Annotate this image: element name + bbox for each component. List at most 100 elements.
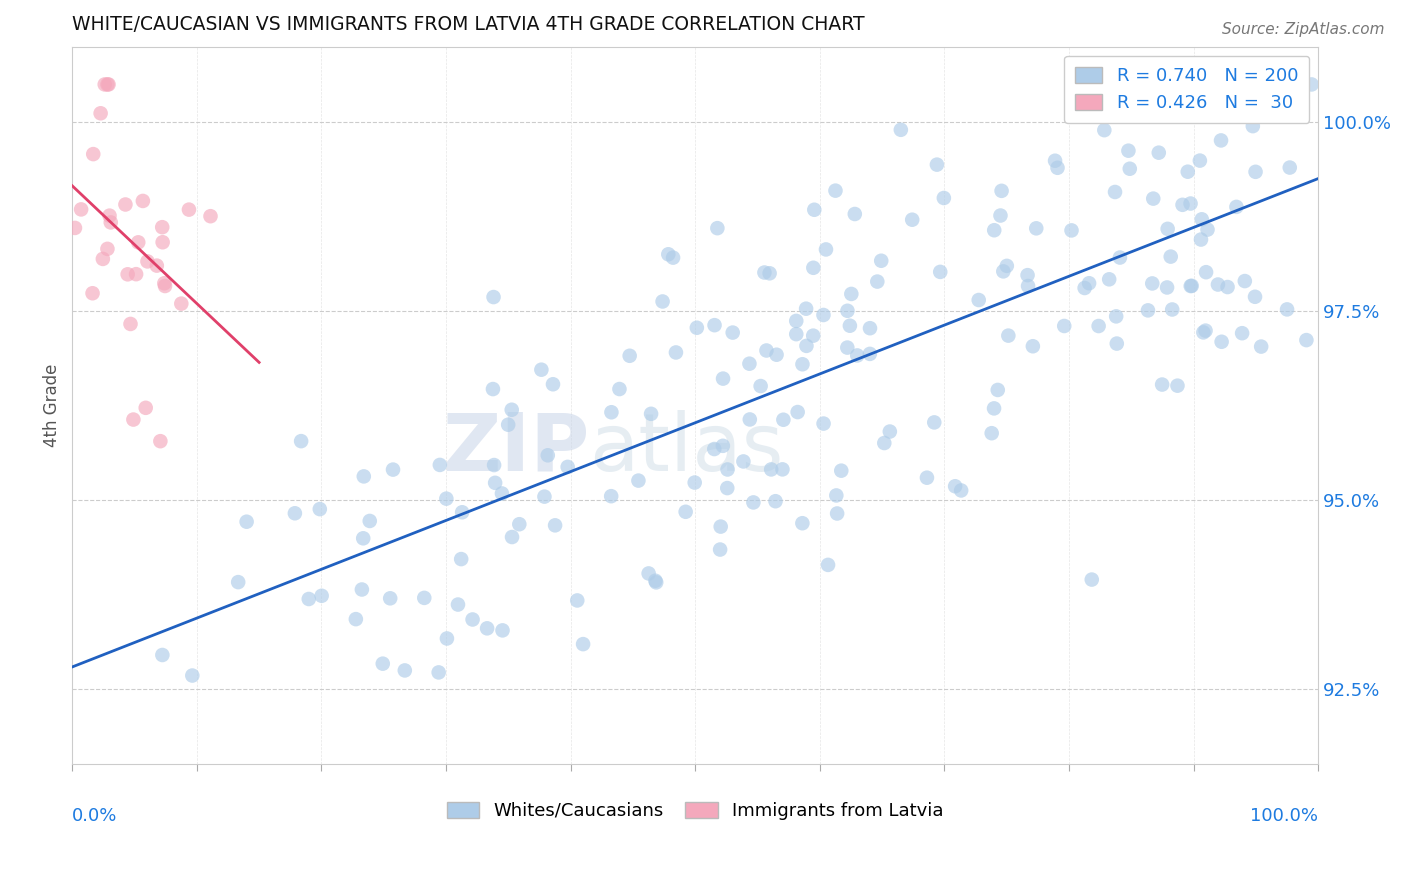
Point (1087, 318, 1109, 333)
Point (1206, 277, 1229, 292)
Point (929, 265, 952, 279)
Point (785, 314, 807, 328)
Point (814, 243, 837, 257)
Point (967, 293, 990, 307)
Point (153, 277, 176, 291)
Point (1275, 302, 1298, 317)
Point (983, 401, 1005, 416)
Point (82, 286, 104, 301)
Point (1156, 280, 1178, 294)
Point (98, 209, 121, 223)
Point (990, 184, 1012, 198)
Point (711, 439, 734, 453)
Point (153, 279, 176, 293)
Point (181, 668, 204, 682)
Point (136, 254, 159, 268)
Point (1209, 133, 1232, 147)
Point (1247, 93, 1270, 107)
Point (290, 434, 312, 449)
Point (830, 464, 852, 478)
Point (380, 591, 402, 606)
Point (120, 317, 142, 331)
Point (901, 212, 924, 227)
Point (710, 519, 733, 533)
Point (846, 348, 869, 362)
Point (1060, 223, 1083, 237)
Point (870, 253, 893, 268)
Point (1078, 277, 1101, 291)
Point (1197, 222, 1219, 236)
Point (1092, 123, 1115, 137)
Point (943, 479, 966, 493)
Point (1161, 302, 1184, 317)
Point (1244, 290, 1267, 304)
Point (284, 506, 307, 520)
Point (541, 377, 564, 392)
Point (132, 194, 155, 208)
Point (738, 357, 761, 371)
Point (1081, 573, 1104, 587)
Point (837, 303, 859, 318)
Point (879, 425, 901, 439)
Point (557, 459, 579, 474)
Point (91, 252, 114, 266)
Point (662, 251, 685, 265)
Point (1043, 153, 1066, 168)
Point (350, 582, 373, 597)
Point (1278, 161, 1301, 175)
Point (149, 434, 172, 449)
Point (1105, 310, 1128, 324)
Point (530, 362, 553, 376)
Point (813, 308, 835, 322)
Point (359, 514, 381, 528)
Point (1118, 144, 1140, 158)
Point (1230, 326, 1253, 341)
Point (482, 382, 505, 396)
Point (200, 209, 222, 223)
Point (97, 78, 120, 92)
Point (1142, 192, 1164, 206)
Point (1142, 277, 1164, 291)
Point (837, 341, 859, 355)
Point (491, 486, 513, 500)
Point (844, 207, 866, 221)
Point (716, 481, 738, 495)
Point (461, 612, 484, 626)
Point (755, 343, 778, 358)
Point (754, 266, 776, 280)
Point (950, 483, 973, 498)
Point (567, 593, 589, 607)
Point (772, 413, 794, 427)
Point (413, 591, 436, 605)
Point (1282, 108, 1305, 122)
Point (785, 327, 807, 342)
Point (352, 531, 374, 545)
Point (600, 405, 623, 419)
Point (344, 612, 367, 626)
Point (686, 320, 709, 334)
Point (703, 442, 725, 456)
Point (1105, 336, 1128, 351)
Point (82, 147, 104, 161)
Text: WHITE/CAUCASIAN VS IMMIGRANTS FROM LATVIA 4TH GRADE CORRELATION CHART: WHITE/CAUCASIAN VS IMMIGRANTS FROM LATVI… (72, 15, 865, 34)
Point (122, 412, 145, 426)
Point (1017, 279, 1039, 293)
Point (152, 235, 174, 250)
Point (609, 382, 631, 396)
Point (298, 592, 321, 607)
Point (1177, 164, 1199, 178)
Point (709, 542, 731, 557)
Point (1171, 198, 1194, 212)
Point (450, 552, 472, 566)
Point (146, 259, 169, 273)
Point (600, 489, 623, 503)
Point (665, 345, 688, 359)
Point (496, 417, 519, 432)
Point (451, 505, 474, 519)
Point (508, 517, 530, 532)
Point (572, 637, 595, 651)
Point (721, 326, 744, 340)
Point (434, 491, 457, 506)
Text: 0.0%: 0.0% (72, 807, 118, 825)
Point (63, 221, 86, 235)
